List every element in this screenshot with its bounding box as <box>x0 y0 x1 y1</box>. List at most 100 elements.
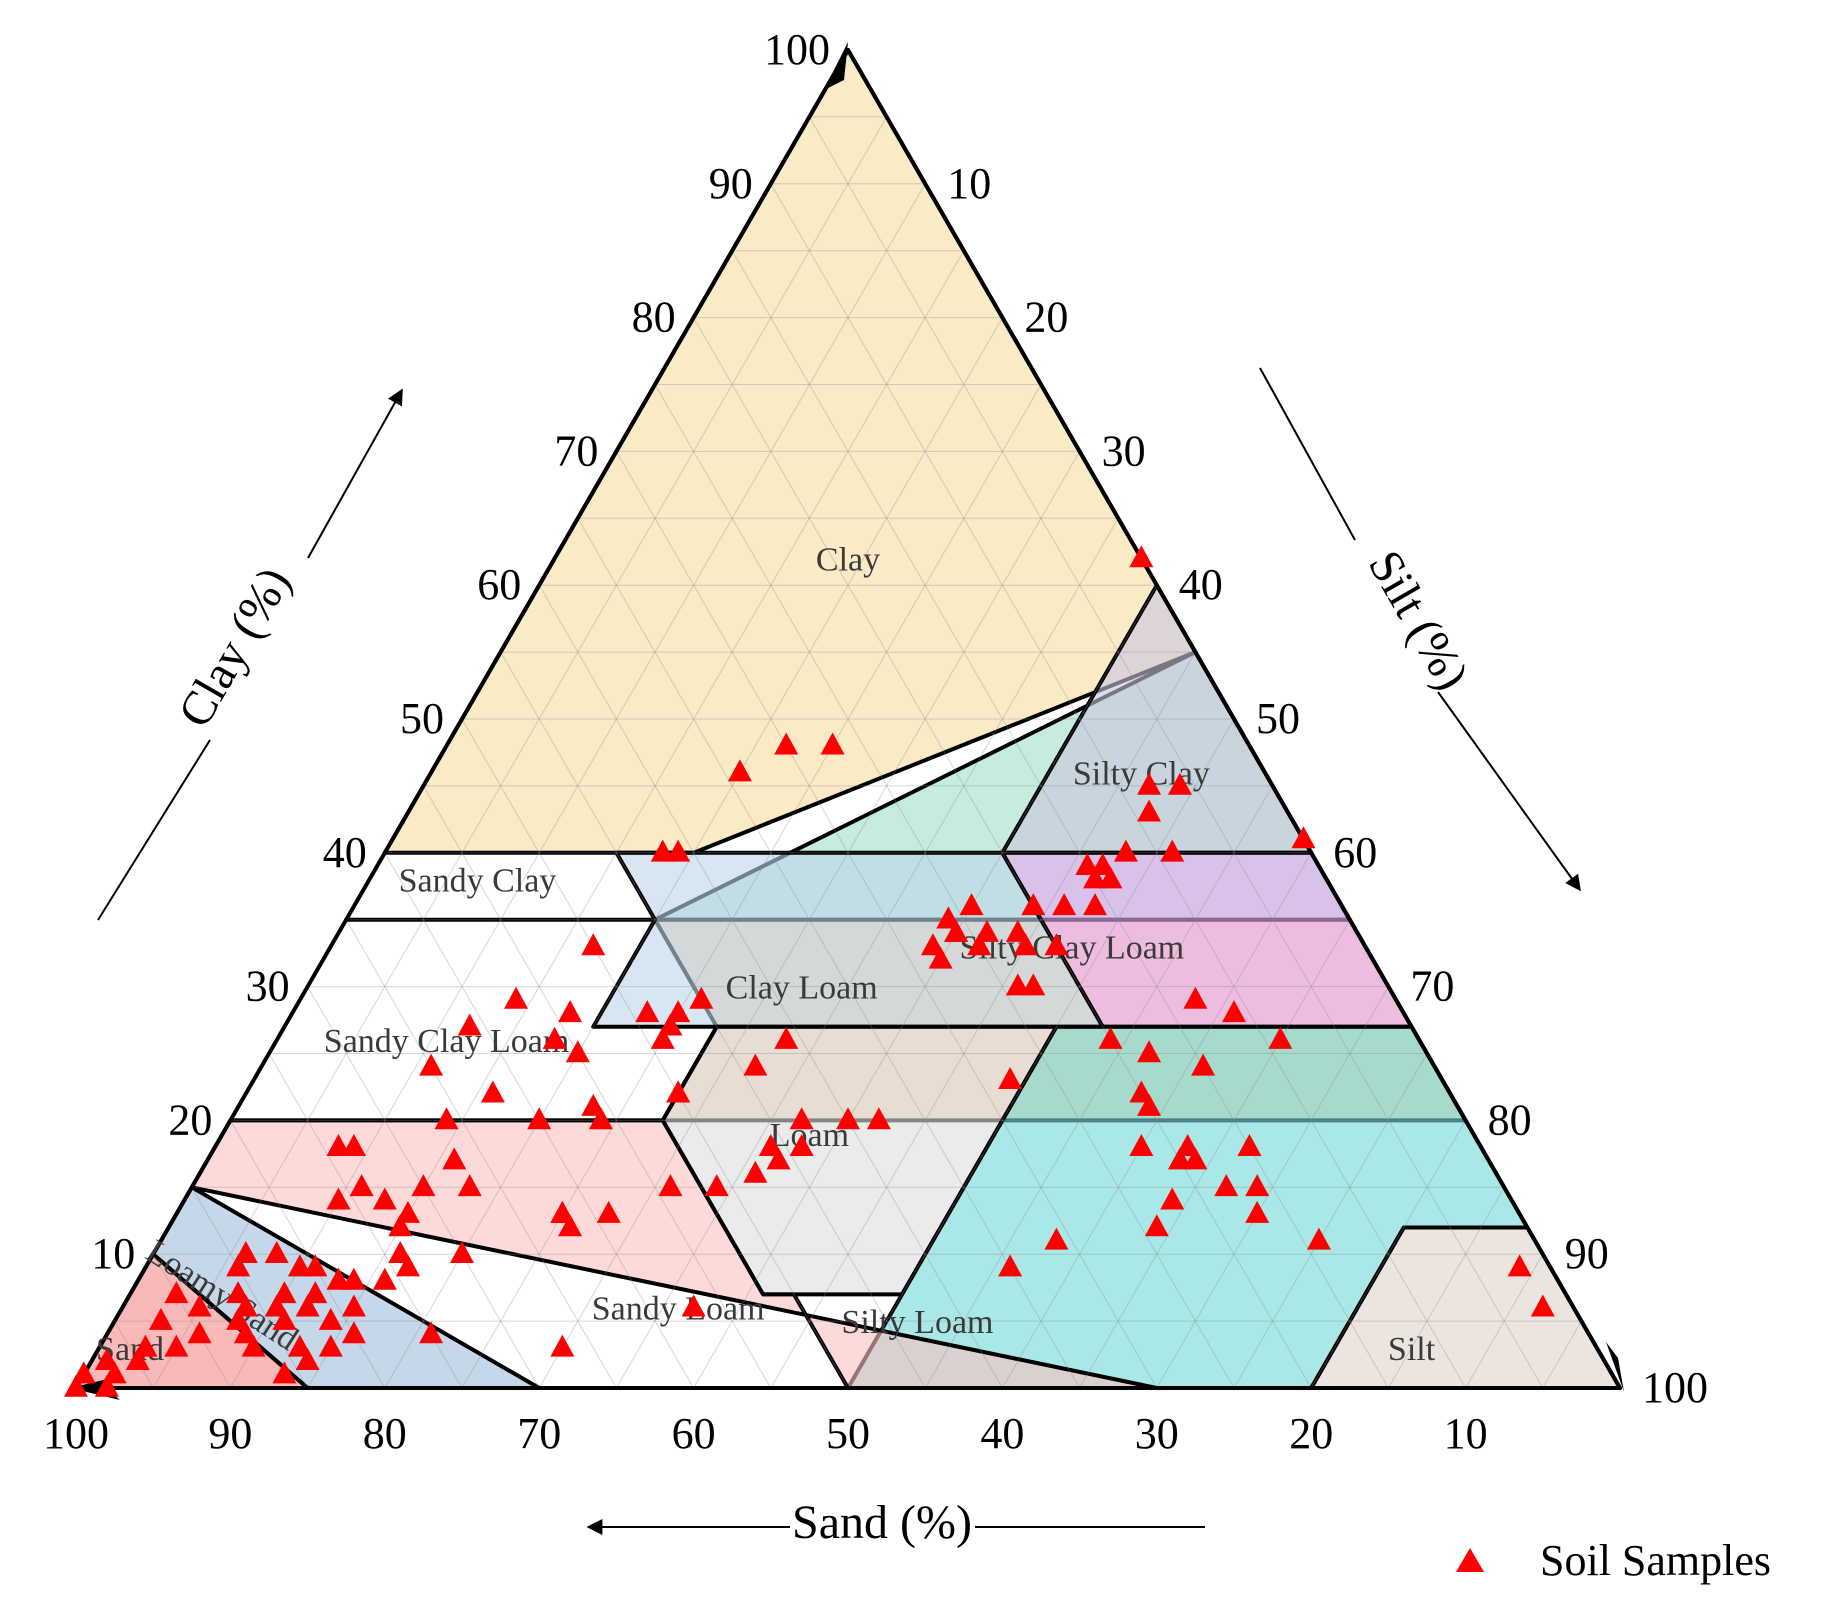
soil-sample-point <box>1137 799 1162 822</box>
clay-tick-label: 100 <box>764 25 830 74</box>
soil-sample-point <box>341 1294 366 1317</box>
soil-sample-point <box>1137 1093 1162 1116</box>
soil-sample-point <box>388 1214 413 1237</box>
soil-sample-point <box>527 1107 552 1130</box>
soil-sample-point <box>442 1147 467 1170</box>
soil-sample-point <box>974 919 999 942</box>
soil-sample-point <box>1507 1254 1532 1277</box>
grid-line-silt <box>693 584 1158 1389</box>
soil-sample-point <box>164 1334 189 1357</box>
grid-line-sand <box>345 919 617 1389</box>
soil-sample-point <box>287 1254 312 1277</box>
soil-sample-point <box>1175 1133 1200 1156</box>
soil-sample-point <box>650 839 675 862</box>
grid-line-silt <box>229 183 926 1389</box>
soil-sample-point <box>666 839 691 862</box>
soil-sample-point <box>542 1026 567 1049</box>
soil-sample-point <box>341 1133 366 1156</box>
soil-sample-point <box>581 1093 606 1116</box>
soil-sample-point <box>341 1321 366 1344</box>
soil-sample-point <box>1021 893 1046 916</box>
sand-tick-label: 50 <box>826 1409 870 1458</box>
soil-sample-point <box>318 1307 343 1330</box>
soil-sample-point <box>295 1348 320 1371</box>
soil-sample-point <box>1129 1133 1154 1156</box>
soil-sample-point <box>1183 986 1208 1009</box>
soil-sample-point <box>928 946 953 969</box>
soil-sample-point <box>1144 1214 1169 1237</box>
soil-sample-point <box>866 1107 891 1130</box>
sand-tick-label: 70 <box>517 1409 561 1458</box>
silt-axis-title-group: Silt (%) <box>1259 367 1581 892</box>
soil-sample-point <box>836 1107 860 1130</box>
sand-tick-label: 10 <box>1444 1409 1488 1458</box>
soil-sample-point <box>1044 933 1069 956</box>
soil-sample-point <box>1137 1040 1162 1063</box>
soil-sample-point <box>1021 973 1046 996</box>
clay-tick-label: 30 <box>246 962 290 1011</box>
legend: Soil Samples <box>1456 1536 1771 1585</box>
soil-sample-point <box>743 1160 768 1183</box>
grid-line-sand <box>808 116 1544 1389</box>
region-label-sandy-loam: Sandy Loam <box>592 1291 765 1328</box>
soil-sample-point <box>504 986 529 1009</box>
soil-sample-point <box>272 1361 297 1384</box>
soil-sample-point <box>226 1254 251 1277</box>
soil-sample-point <box>1183 1147 1208 1170</box>
silt-tick-label: 90 <box>1565 1229 1609 1278</box>
grid-line-silt <box>847 718 1235 1389</box>
soil-sample-point <box>1222 1000 1246 1023</box>
soil-sample-point <box>1167 772 1192 795</box>
soil-sample-point <box>565 1040 590 1063</box>
sand-tick-label: 90 <box>208 1409 252 1458</box>
axis-ticks: 10 20 30 40 50 60 70 80 90 100 10 20 30 40 50 60 70 80 90 1… <box>43 25 1708 1458</box>
grid-line-sand <box>770 183 1467 1389</box>
soil-sample-point <box>550 1334 575 1357</box>
grid-line-silt <box>538 451 1081 1389</box>
soil-sample-point <box>187 1294 212 1317</box>
grid-line-sand <box>538 584 1003 1389</box>
region-label-silty-clay-loam: Silty Clay Loam <box>959 929 1184 966</box>
soil-sample-point <box>1245 1200 1270 1223</box>
soil-sample-point <box>1268 1026 1293 1049</box>
soil-sample-point <box>727 759 752 782</box>
soil-sample-point <box>1013 933 1038 956</box>
soil-sample-point <box>820 732 845 755</box>
sand-tick-label: 20 <box>1289 1409 1333 1458</box>
grid-line-sand <box>422 785 772 1389</box>
soil-sample-point <box>1044 1227 1069 1250</box>
soil-sample-point <box>349 1174 374 1197</box>
soil-sample-point <box>326 1133 351 1156</box>
sand-axis-title-group: Sand (%) <box>586 1496 1205 1549</box>
silt-axis-arrow-upper <box>1259 367 1356 541</box>
soil-sample-point <box>789 1133 814 1156</box>
soil-sample-point <box>1191 1053 1216 1076</box>
soil-sample-point <box>480 1080 505 1103</box>
soil-sample-point <box>71 1361 96 1384</box>
soil-sample-point <box>1530 1294 1555 1317</box>
silt-tick-label: 30 <box>1102 426 1146 475</box>
silt-tick-label: 10 <box>947 159 991 208</box>
soil-sample-point <box>395 1254 420 1277</box>
soil-sample-point <box>457 1174 482 1197</box>
soil-sample-point <box>1098 866 1123 889</box>
region-label-clay: Clay <box>816 541 880 578</box>
soil-sample-point <box>233 1294 258 1317</box>
soil-sample-point <box>588 1107 613 1130</box>
sand-tick-label: 80 <box>363 1409 407 1458</box>
legend-label: Soil Samples <box>1540 1536 1771 1585</box>
silt-tick-label: 100 <box>1642 1363 1708 1412</box>
soil-sample-point <box>704 1174 729 1197</box>
soil-sample-point <box>1005 973 1030 996</box>
soil-sample-point <box>457 1013 482 1036</box>
soil-sample-point <box>419 1053 444 1076</box>
soil-sample-point <box>789 1107 814 1130</box>
soil-sample-point <box>1167 1147 1192 1170</box>
silt-axis-title: Silt (%) <box>1358 542 1479 699</box>
soil-sample-point <box>148 1307 173 1330</box>
soil-sample-point <box>125 1348 150 1371</box>
grid-line-silt <box>1079 919 1351 1389</box>
soil-sample-point <box>419 1321 444 1344</box>
soil-sample-point <box>303 1281 328 1304</box>
soil-sample-point <box>650 1026 675 1049</box>
